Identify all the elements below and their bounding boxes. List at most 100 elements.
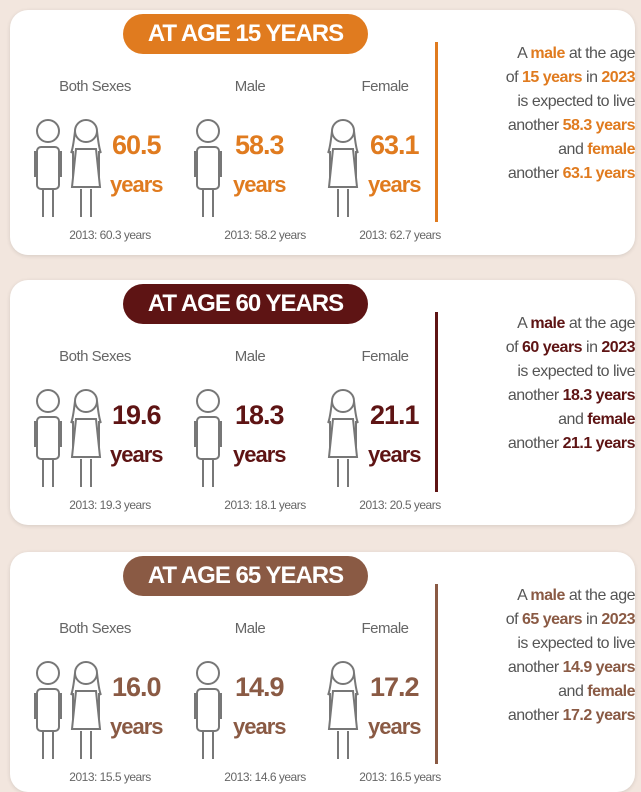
note-emphasis: 2023 xyxy=(601,69,635,86)
note-emphasis: 63.1 years xyxy=(562,165,636,182)
note-emphasis: male xyxy=(530,315,565,332)
note-emphasis: 15 years xyxy=(522,69,583,86)
card: AT AGE 65 YEARS Both Sexes 16.0 years 2013: … xyxy=(10,552,635,792)
note-emphasis: 21.1 years xyxy=(562,435,636,452)
note-line: and female xyxy=(445,138,635,162)
value: 19.6 xyxy=(112,400,162,430)
note-line: is expected to live xyxy=(445,632,635,656)
previous-value: 2013: 19.3 years xyxy=(69,498,151,512)
value: 14.9 xyxy=(235,672,285,702)
note-text: and xyxy=(558,141,588,158)
group-label: Male xyxy=(234,348,266,365)
note-emphasis: 2023 xyxy=(601,339,635,356)
note-line: another 17.2 years xyxy=(445,704,636,728)
previous-value: 2013: 62.7 years xyxy=(359,228,441,242)
value: 58.3 xyxy=(235,130,285,160)
note-text: in xyxy=(582,339,602,356)
person-icon xyxy=(327,389,359,487)
person-icon xyxy=(194,661,222,759)
note-text: A xyxy=(517,315,531,332)
note-text: another xyxy=(507,117,563,134)
note-emphasis: 2023 xyxy=(601,611,635,628)
unit: years xyxy=(368,714,422,739)
note-text: and xyxy=(558,683,588,700)
note-emphasis: female xyxy=(587,683,635,700)
divider xyxy=(435,312,438,492)
person-icon xyxy=(34,389,62,487)
value: 17.2 xyxy=(370,672,420,702)
note-emphasis: female xyxy=(587,411,635,428)
previous-value: 2013: 14.6 years xyxy=(224,770,306,784)
note-emphasis: 65 years xyxy=(522,611,583,628)
note-line: and female xyxy=(445,408,635,432)
note: A male at the age of 15 years in 2023 is e… xyxy=(445,42,636,186)
note-text: is expected to live xyxy=(517,363,635,380)
person-icon xyxy=(194,389,222,487)
note-line: another 63.1 years xyxy=(445,162,636,186)
value: 63.1 xyxy=(370,130,420,160)
section-title: AT AGE 65 YEARS xyxy=(123,556,368,596)
note-text: at the age xyxy=(564,315,636,332)
person-icon xyxy=(34,119,62,217)
previous-value: 2013: 58.2 years xyxy=(224,228,306,242)
value: 16.0 xyxy=(112,672,162,702)
section-title: AT AGE 60 YEARS xyxy=(123,284,368,324)
divider xyxy=(435,584,438,764)
note-line: another 18.3 years xyxy=(445,384,636,408)
note-text: another xyxy=(507,659,563,676)
note-line: A male at the age xyxy=(445,584,635,608)
note-text: at the age xyxy=(564,45,636,62)
person-icon xyxy=(194,119,222,217)
unit: years xyxy=(110,442,164,467)
note-text: is expected to live xyxy=(517,93,635,110)
person-icon xyxy=(70,119,102,217)
note-line: A male at the age xyxy=(445,312,635,336)
previous-value: 2013: 16.5 years xyxy=(359,770,441,784)
note-text: in xyxy=(582,611,602,628)
note-text: of xyxy=(505,339,522,356)
person-icon xyxy=(70,661,102,759)
note-line: another 21.1 years xyxy=(445,432,636,456)
note-text: another xyxy=(507,707,563,724)
note-emphasis: 14.9 years xyxy=(562,659,636,676)
note: A male at the age of 65 years in 2023 is e… xyxy=(445,584,636,728)
unit: years xyxy=(110,172,164,197)
unit: years xyxy=(233,442,287,467)
person-icon xyxy=(34,661,62,759)
note-emphasis: female xyxy=(587,141,635,158)
note-text: is expected to live xyxy=(517,635,635,652)
group-label: Both Sexes xyxy=(59,620,131,637)
note-line: A male at the age xyxy=(445,42,635,66)
note-text: of xyxy=(505,69,522,86)
person-icon xyxy=(327,119,359,217)
previous-value: 2013: 18.1 years xyxy=(224,498,306,512)
unit: years xyxy=(368,172,422,197)
group-label: Male xyxy=(234,620,266,637)
value: 18.3 xyxy=(235,400,285,430)
unit: years xyxy=(233,714,287,739)
note-emphasis: 58.3 years xyxy=(562,117,636,134)
note-line: is expected to live xyxy=(445,90,635,114)
unit: years xyxy=(233,172,287,197)
note-line: another 14.9 years xyxy=(445,656,636,680)
group-label: Both Sexes xyxy=(59,348,131,365)
card: AT AGE 15 YEARS Both Sexes 60.5 years 2013: … xyxy=(10,10,635,255)
unit: years xyxy=(368,442,422,467)
note-line: of 65 years in 2023 xyxy=(445,608,636,632)
person-icon xyxy=(327,661,359,759)
person-icon xyxy=(70,389,102,487)
group-label: Female xyxy=(361,620,409,637)
value: 21.1 xyxy=(370,400,420,430)
section-title: AT AGE 15 YEARS xyxy=(123,14,368,54)
note-text: A xyxy=(517,45,531,62)
note-line: is expected to live xyxy=(445,360,635,384)
divider xyxy=(435,42,438,222)
previous-value: 2013: 20.5 years xyxy=(359,498,441,512)
note-text: another xyxy=(507,387,563,404)
previous-value: 2013: 60.3 years xyxy=(69,228,151,242)
group-label: Both Sexes xyxy=(59,78,131,95)
note-emphasis: male xyxy=(530,45,565,62)
note-text: in xyxy=(582,69,602,86)
note-text: another xyxy=(507,165,563,182)
